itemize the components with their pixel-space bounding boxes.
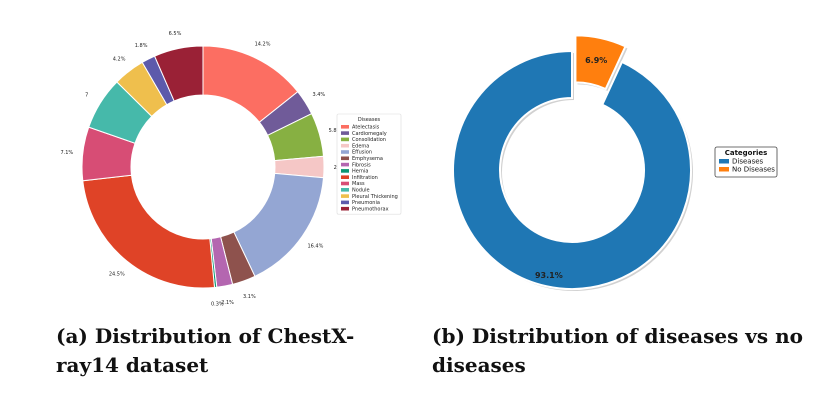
legend-label-mass: Mass: [352, 181, 365, 187]
legend-swatch-infiltration: [341, 175, 349, 179]
pct-label-emphysema: 3.1%: [243, 294, 256, 300]
figure-a: 14.2%3.4%5.8%2.8%16.4%3.1%2.1%0.3%24.5%7…: [56, 31, 402, 377]
legend-swatch-nodule: [341, 188, 349, 192]
pct-label-effusion: 16.4%: [307, 243, 323, 249]
pct-label-nodule: 7: [85, 93, 88, 99]
pct-label-fibrosis: 2.1%: [221, 300, 234, 306]
legend-swatch-atelectasis: [341, 125, 349, 129]
legend-label-no-diseases: No Diseases: [732, 166, 775, 174]
slice-infiltration: [82, 174, 216, 289]
legend-label-effusion: Effusion: [352, 150, 372, 156]
legend-swatch-pneumonia: [341, 200, 349, 205]
pct-label-consolidation: 5.8%: [329, 128, 342, 134]
pct-label-cardiomegaly: 3.4%: [312, 92, 325, 98]
slice-no-diseases: [574, 34, 627, 91]
legend-swatch-hernia: [341, 169, 349, 173]
legend-swatch-cardiomegaly: [341, 131, 349, 135]
legend-label-diseases: Diseases: [732, 158, 764, 166]
legend-title: Categories: [725, 149, 768, 157]
pct-label-diseases: 93.1%: [535, 271, 563, 280]
legend-label-infiltration: Infiltration: [352, 175, 378, 181]
legend-label-fibrosis: Fibrosis: [352, 162, 371, 168]
legend-swatch-pleural-thickening: [341, 194, 349, 198]
slice-diseases: [452, 49, 692, 290]
slice-pneumothorax: [153, 45, 204, 102]
legend-swatch-pneumothorax: [341, 206, 349, 211]
legend-swatch-fibrosis: [341, 162, 349, 167]
legend-label-cardiomegaly: Cardiomegaly: [352, 131, 387, 137]
caption-b: (b) Distribution of diseases vs no disea…: [432, 324, 804, 377]
legend-swatch-emphysema: [341, 156, 349, 161]
legend-label-pneumothorax: Pneumothorax: [352, 206, 389, 212]
legend-swatch-mass: [341, 181, 349, 186]
legend-swatch-effusion: [341, 150, 349, 154]
pct-label-hernia: 0.3%: [211, 301, 224, 307]
pct-label-atelectasis: 14.2%: [255, 42, 271, 48]
pct-label-no-diseases: 6.9%: [585, 56, 607, 65]
legend-swatch-diseases: [719, 159, 729, 164]
pct-label-pneumonia: 1.8%: [135, 43, 148, 49]
legend-label-edema: Edema: [352, 143, 369, 149]
pct-label-pleural-thickening: 4.2%: [113, 57, 126, 63]
pct-label-pneumothorax: 6.5%: [169, 31, 182, 37]
legend-label-atelectasis: Atelectasis: [352, 125, 380, 131]
pct-label-infiltration: 24.5%: [109, 271, 125, 277]
legend-swatch-edema: [341, 143, 349, 148]
legend-diseases: Diseases AtelectasisCardiomegalyConsolida…: [336, 113, 402, 215]
figure-b: 6.9% 93.1% Categories Diseases No Diseases (…: [420, 0, 832, 409]
legend-label-hernia: Hernia: [352, 169, 368, 175]
legend-label-pleural-thickening: Pleural Thickening: [352, 194, 398, 200]
legend-swatch-no-diseases: [719, 167, 729, 172]
legend-title: Diseases: [358, 117, 381, 123]
caption-a: (a) Distribution of ChestX-ray14 dataset: [56, 324, 355, 377]
legend-swatch-consolidation: [341, 137, 349, 142]
legend-label-emphysema: Emphysema: [352, 156, 383, 162]
donut-chart-chestxray14: 14.2%3.4%5.8%2.8%16.4%3.1%2.1%0.3%24.5%7…: [60, 31, 402, 307]
legend-label-consolidation: Consolidation: [352, 137, 386, 143]
legend-label-pneumonia: Pneumonia: [352, 200, 380, 206]
pct-label-mass: 7.1%: [60, 150, 73, 156]
legend-label-nodule: Nodule: [352, 188, 370, 194]
